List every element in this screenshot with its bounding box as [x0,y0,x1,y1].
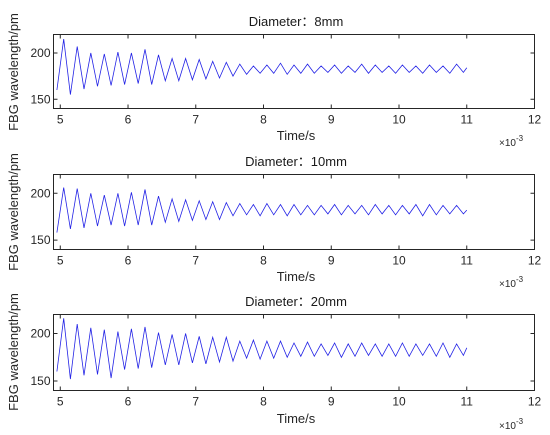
y-tick-label: 150 [30,92,50,106]
x-tick-label: 6 [125,254,132,268]
subplot-title: Diameter：10mm [245,154,347,169]
x-tick-label: 6 [125,395,132,409]
x-axis-label: Time/s [277,128,316,143]
subplot-diameter-20mm: Diameter：20mm FBG wavelength/pm Time/s ×… [6,293,541,432]
y-tick-label: 200 [30,46,50,60]
y-axis-label: FBG wavelength/pm [6,293,21,411]
x-tick-label: 5 [57,395,64,409]
x-tick-label: 7 [192,113,199,127]
y-axis-label: FBG wavelength/pm [6,153,21,271]
x-axis-multiplier: ×10-3 [499,417,524,432]
x-tick-label: 9 [328,254,335,268]
x-tick-label: 5 [57,113,64,127]
plot-area [53,174,535,250]
subplot-title: Diameter：8mm [249,14,344,29]
tick-layer: 5 6 7 8 9 10 11 12 150 200 [30,314,542,409]
x-tick-label: 10 [392,113,406,127]
x-axis-label: Time/s [277,269,316,284]
x-tick-label: 12 [528,395,542,409]
x-tick-label: 8 [260,113,267,127]
x-tick-label: 9 [328,395,335,409]
x-tick-label: 9 [328,113,335,127]
x-tick-label: 12 [528,113,542,127]
x-axis-label: Time/s [277,411,316,426]
series-line [56,39,468,95]
x-axis-multiplier: ×10-3 [499,275,524,290]
x-tick-label: 7 [192,254,199,268]
subplot-diameter-8mm: Diameter：8mm FBG wavelength/pm Time/s ×1… [6,13,541,149]
y-axis-label: FBG wavelength/pm [6,13,21,131]
tick-layer: 5 6 7 8 9 10 11 12 150 200 [30,174,542,268]
subplot-diameter-10mm: Diameter：10mm FBG wavelength/pm Time/s ×… [6,153,541,290]
x-tick-label: 11 [461,395,474,409]
x-tick-label: 10 [392,395,406,409]
y-tick-label: 200 [30,186,50,200]
subplot-title: Diameter：20mm [245,294,347,309]
tick-layer: 5 6 7 8 9 10 11 12 150 200 [30,34,542,127]
x-tick-label: 6 [125,113,132,127]
x-tick-label: 8 [260,395,267,409]
x-axis-multiplier: ×10-3 [499,134,524,149]
y-tick-label: 150 [30,374,50,388]
x-tick-label: 12 [528,254,542,268]
y-tick-label: 150 [30,233,50,247]
series-line [56,187,468,233]
x-tick-label: 10 [392,254,406,268]
x-tick-label: 11 [461,113,474,127]
x-tick-label: 8 [260,254,267,268]
plot-area [53,34,535,109]
x-tick-label: 5 [57,254,64,268]
y-tick-label: 200 [30,327,50,341]
series-line [56,318,468,380]
plot-area [53,314,535,391]
x-tick-label: 11 [461,254,474,268]
x-tick-label: 7 [192,395,199,409]
